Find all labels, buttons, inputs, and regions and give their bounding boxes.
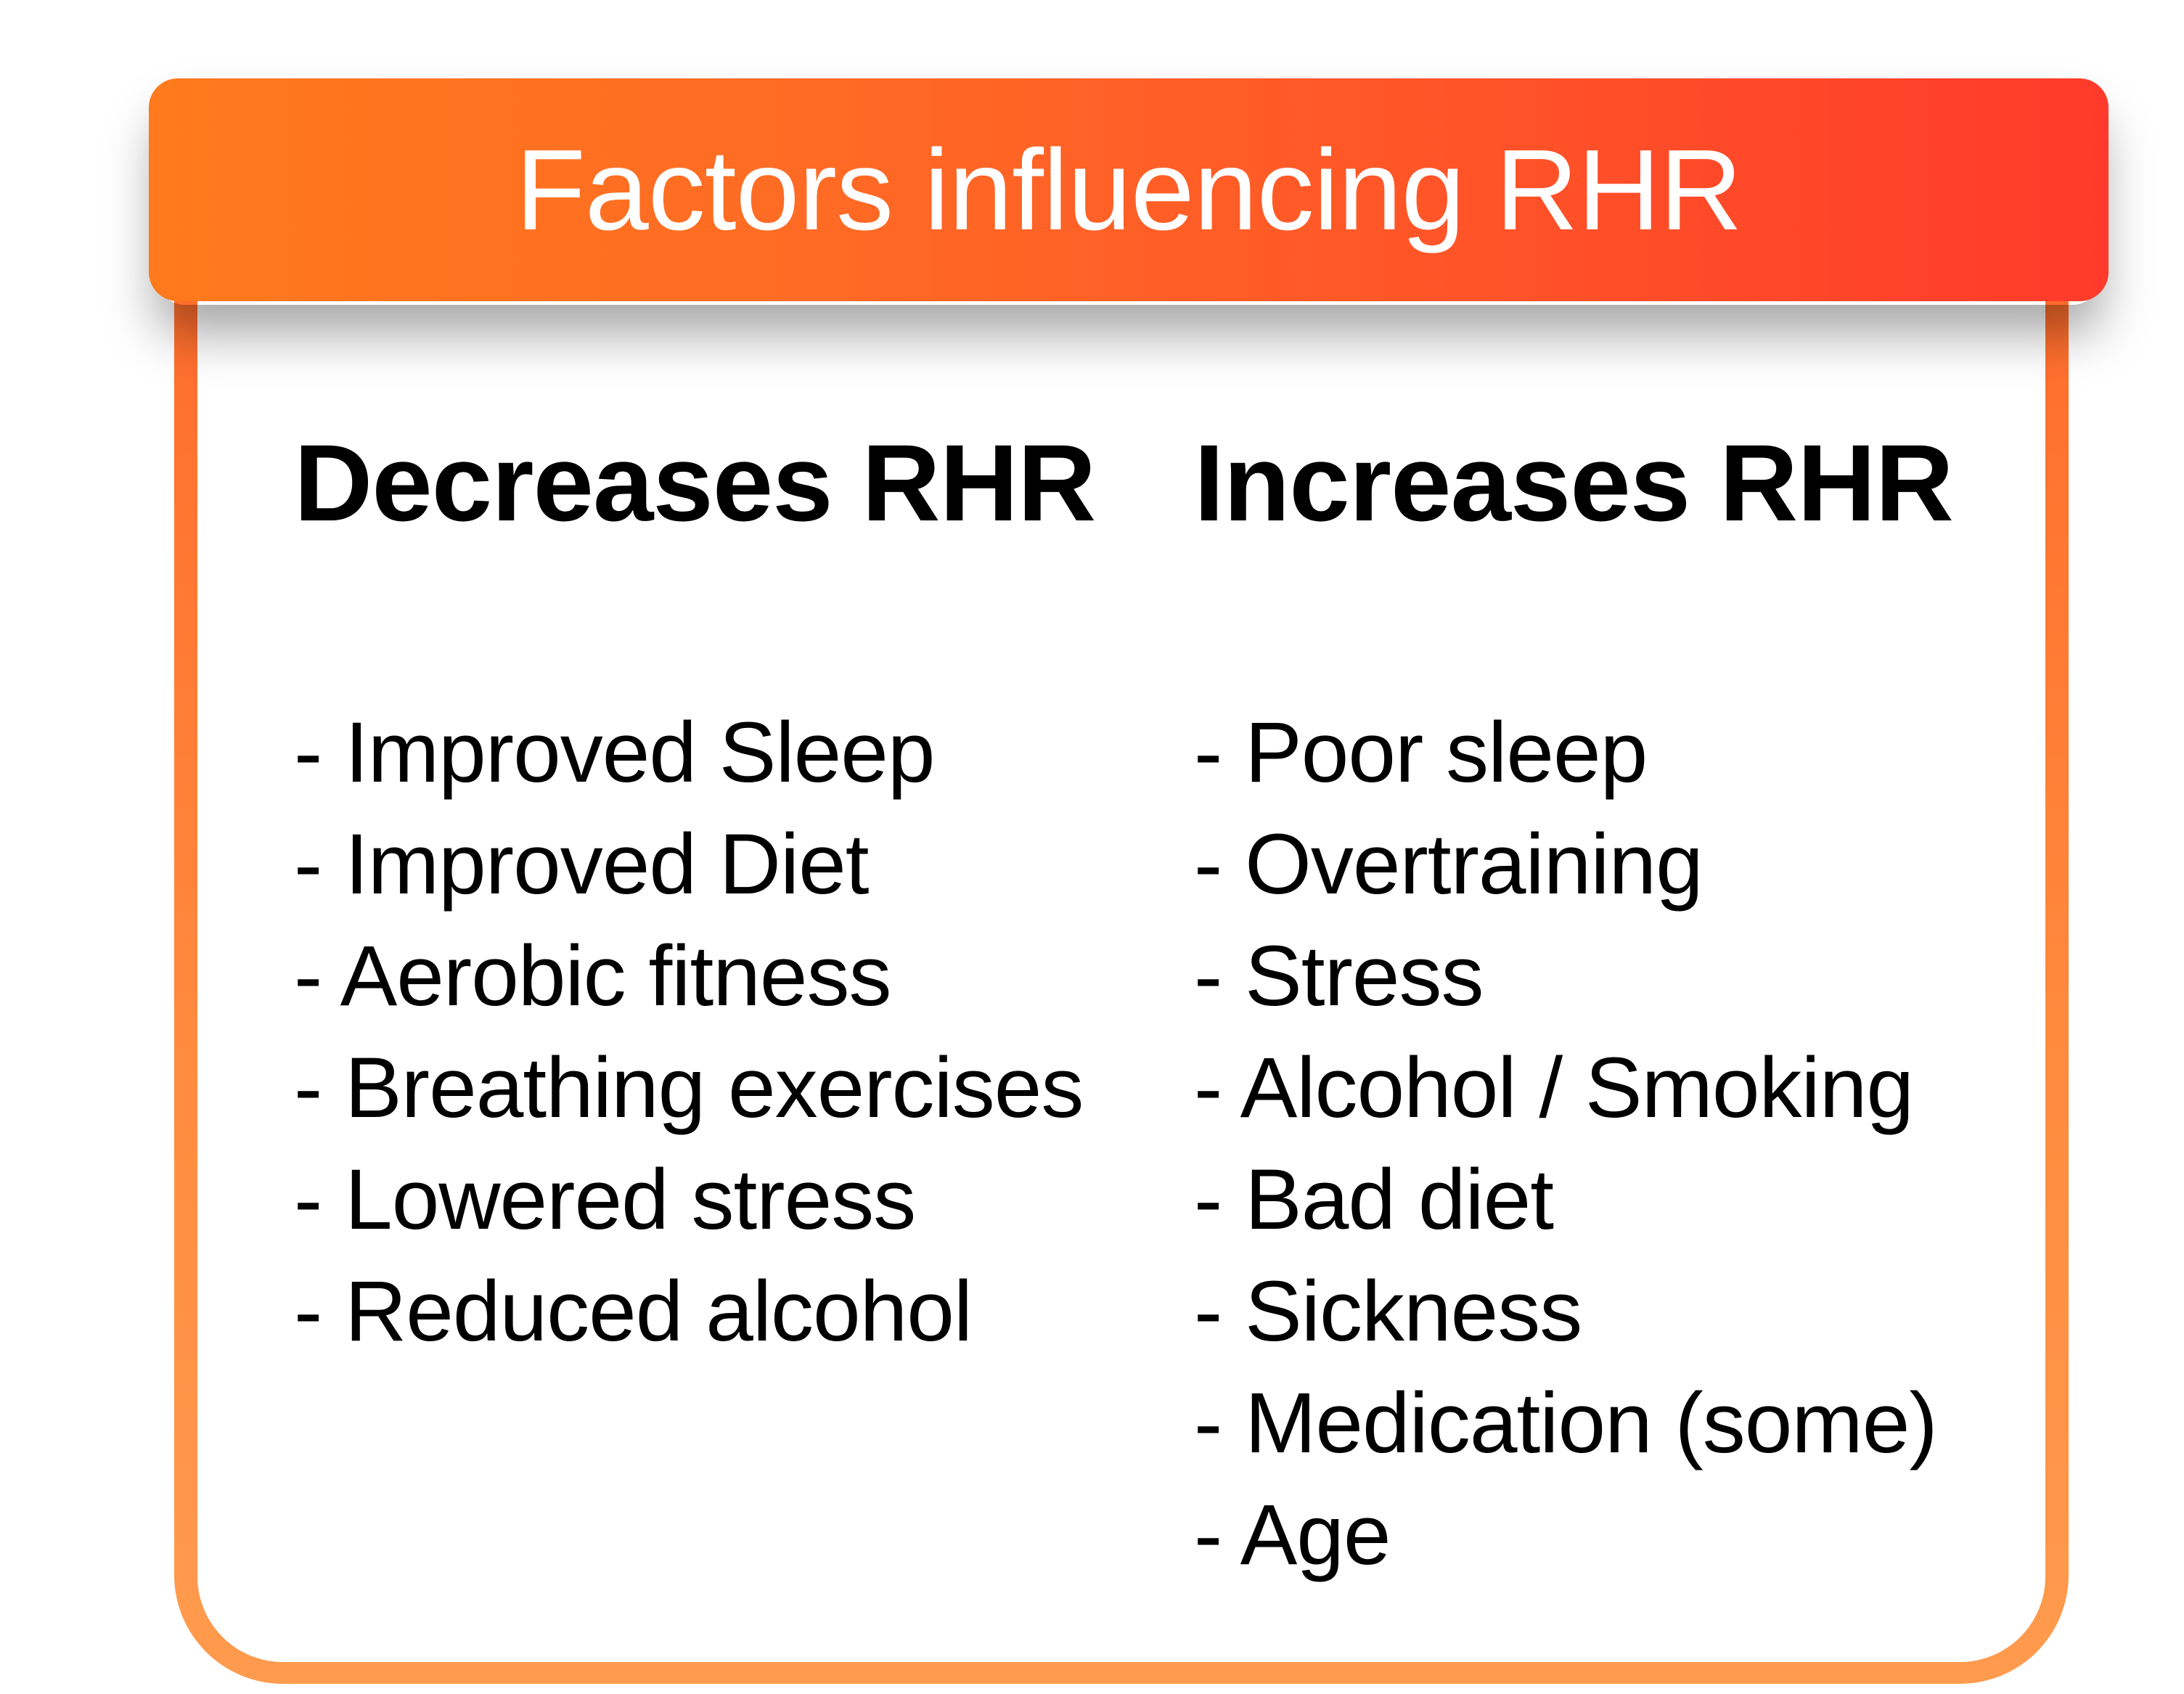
header-banner: Factors influencing RHR (149, 78, 2109, 301)
decreases-heading: Decreases RHR (294, 422, 1096, 544)
list-item: - Poor sleep (1194, 705, 1648, 801)
list-item: - Stress (1194, 928, 1484, 1024)
increases-list: - Poor sleep - Overtraining - Stress - A… (1194, 697, 1938, 1591)
list-item: - Medication (some) (1194, 1375, 1938, 1471)
list-item: - Breathing exercises (294, 1040, 1084, 1136)
list-item: - Overtraining (1194, 817, 1704, 912)
increases-heading: Increases RHR (1194, 422, 1954, 544)
list-item: - Aerobic fitness (294, 928, 891, 1024)
list-item: - Improved Diet (294, 817, 870, 912)
list-item: - Improved Sleep (294, 705, 936, 801)
decreases-list: - Improved Sleep - Improved Diet - Aerob… (294, 697, 1084, 1367)
page-title: Factors influencing RHR (515, 126, 1742, 254)
increases-column: Increases RHR - Poor sleep - Overtrainin… (1194, 422, 2065, 1583)
list-item: - Sickness (1194, 1264, 1582, 1359)
card-body (197, 240, 2045, 1662)
list-item: - Lowered stress (294, 1152, 916, 1248)
list-item: - Alcohol / Smoking (1194, 1040, 1914, 1136)
decreases-column: Decreases RHR - Improved Sleep - Improve… (294, 422, 1150, 1359)
list-item: - Age (1194, 1487, 1391, 1583)
list-item: - Reduced alcohol (294, 1264, 973, 1359)
list-item: - Bad diet (1194, 1152, 1554, 1248)
